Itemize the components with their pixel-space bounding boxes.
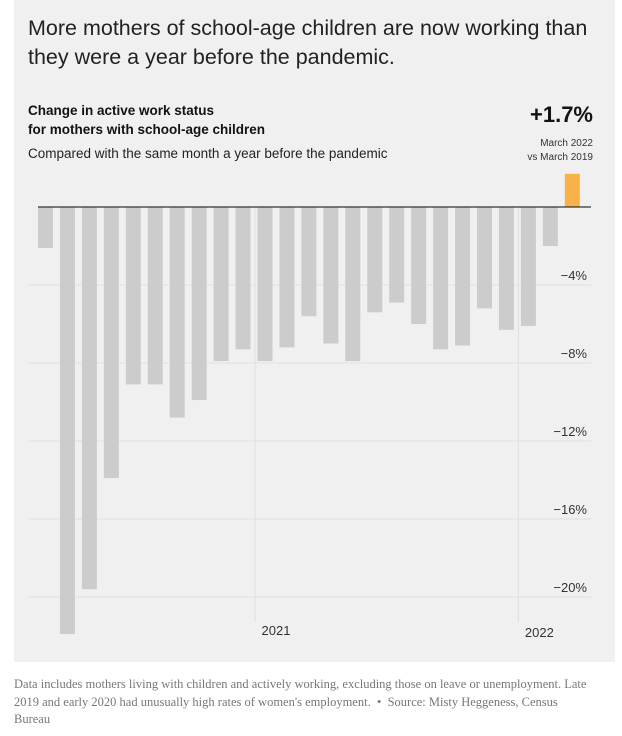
bar	[125, 207, 141, 385]
bar	[59, 207, 75, 635]
bar	[520, 207, 536, 326]
chart-subtitle: Compared with the same month a year befo…	[28, 146, 388, 161]
bar	[323, 207, 339, 344]
bar	[345, 207, 361, 362]
bar	[564, 173, 580, 207]
bar	[279, 207, 295, 348]
bar	[81, 207, 97, 590]
chart-card: More mothers of school-age children are …	[14, 0, 615, 662]
bar	[498, 207, 514, 330]
bar	[38, 207, 53, 248]
headline: More mothers of school-age children are …	[28, 16, 588, 69]
y-tick-label: −12%	[553, 424, 587, 439]
chart-title: Change in active work status for mothers…	[28, 102, 265, 139]
callout-note-line-2: vs March 2019	[527, 152, 593, 163]
bar	[169, 207, 185, 418]
callout-note: March 2022 vs March 2019	[527, 137, 593, 165]
bar-chart: −4% −8% −12% −16% −20% 2021 2022	[28, 173, 591, 640]
y-tick-label: −20%	[553, 580, 587, 595]
source-text: Source: Misty Heggeness, Census Bureau	[14, 694, 558, 727]
callout-value: +1.7%	[530, 102, 593, 127]
bar	[542, 207, 558, 246]
chart-title-line-1: Change in active work status	[28, 103, 215, 118]
bar	[191, 207, 207, 401]
bar	[367, 207, 383, 313]
footnote: Data includes mothers living with childr…	[14, 677, 587, 727]
bar	[301, 207, 317, 317]
chart-title-line-2: for mothers with school-age children	[28, 121, 266, 137]
bar	[477, 207, 492, 309]
bar	[455, 207, 471, 346]
callout-note-line-1: March 2022	[540, 138, 593, 149]
y-tick-label: −4%	[561, 268, 588, 283]
y-tick-label: −16%	[553, 502, 587, 517]
y-tick-label: −8%	[561, 346, 588, 361]
bar	[235, 207, 251, 350]
footnote-text: Data includes mothers living with childr…	[14, 677, 587, 709]
bar	[213, 207, 229, 362]
x-tick-label: 2022	[525, 625, 554, 640]
bar	[147, 207, 163, 385]
bar	[389, 207, 405, 303]
bar	[257, 207, 273, 362]
bar	[103, 207, 119, 479]
x-tick-label: 2021	[262, 623, 291, 638]
bar	[433, 207, 449, 350]
bar	[411, 207, 427, 324]
